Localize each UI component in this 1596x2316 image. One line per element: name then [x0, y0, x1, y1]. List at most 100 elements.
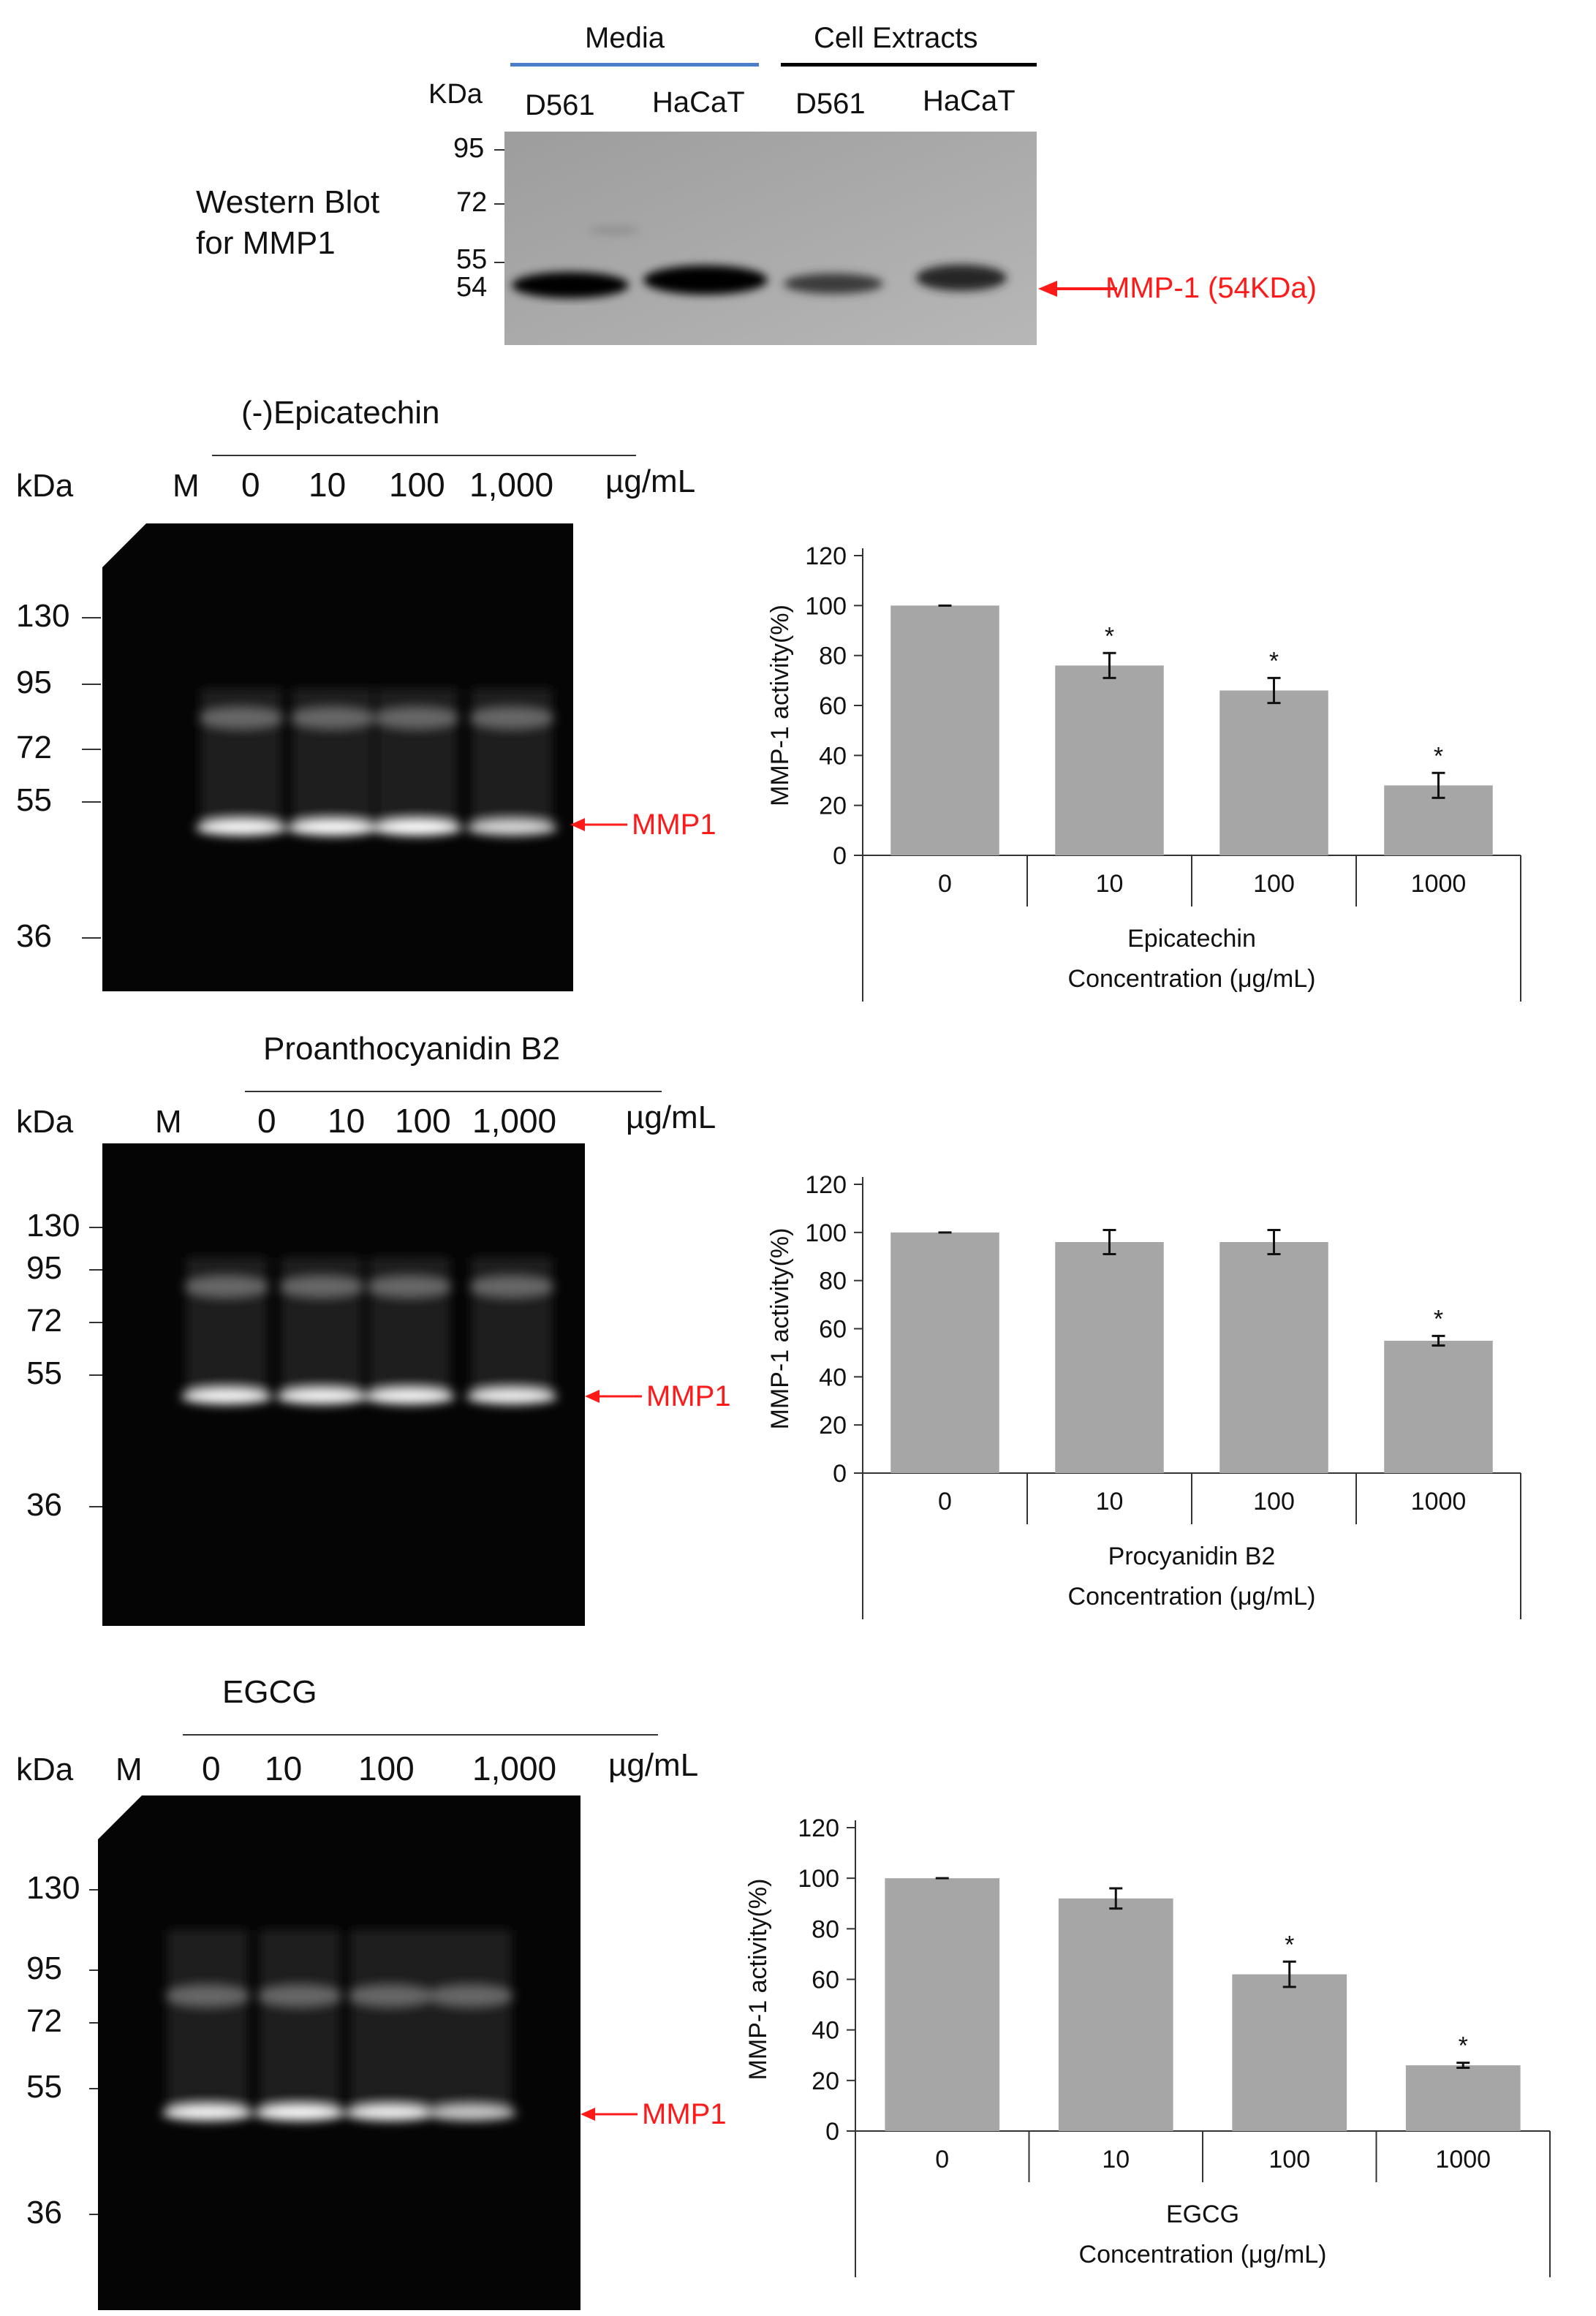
gel-smear [350, 1930, 431, 2105]
marker-tick [89, 1269, 108, 1271]
lane-label: HaCaT [923, 85, 1016, 117]
western-title-line2: for MMP1 [196, 225, 336, 261]
significance-mark: * [1105, 622, 1114, 650]
y-tick-label: 0 [833, 842, 847, 870]
lane-label: 0 [202, 1749, 221, 1787]
marker-label: 55 [16, 782, 52, 818]
x-tick-label: 0 [938, 1488, 952, 1515]
significance-mark: * [1269, 647, 1279, 675]
marker-label: 130 [26, 1208, 80, 1244]
gel-upper-band [374, 708, 459, 728]
treatment-label: Proanthocyanidin B2 [263, 1031, 561, 1067]
marker-label: 130 [16, 598, 70, 634]
unit-label: µg/mL [605, 463, 696, 499]
marker-label: 54 [456, 272, 488, 303]
x-tick-label: 10 [1096, 1488, 1124, 1515]
marker-tick [89, 1506, 108, 1507]
y-axis-label: MMP-1 activity(%) [744, 1879, 772, 2081]
gel-arrow-label: MMP1 [642, 2098, 727, 2130]
lane-label: 100 [395, 1102, 451, 1140]
bar [1384, 1340, 1493, 1473]
marker-label: 55 [26, 1355, 62, 1391]
marker-label: 36 [26, 2195, 62, 2230]
gel-mmp1-band [426, 2105, 516, 2121]
gel-upper-band [348, 1986, 433, 2006]
y-tick-label: 80 [812, 1915, 839, 1943]
marker-tick [82, 749, 101, 750]
marker-tick [89, 1322, 108, 1323]
gel-upper-band [184, 1276, 269, 1297]
gel-mmp1-band [466, 1388, 557, 1404]
marker-label: 95 [26, 1950, 62, 1986]
y-tick-label: 120 [805, 1171, 847, 1199]
lane-label: 100 [389, 466, 445, 504]
marker-tick [82, 684, 101, 685]
bar [885, 1878, 1000, 2131]
gel-mmp1-band [162, 2105, 253, 2121]
unit-label: µg/mL [608, 1747, 699, 1783]
blot-faint [589, 226, 640, 235]
kda-label: kDa [16, 468, 74, 504]
marker-label: 72 [16, 730, 52, 765]
treatment-label: (-)Epicatechin [241, 395, 440, 431]
group-line-cell-extracts [781, 63, 1037, 67]
gel-image [98, 1795, 580, 2310]
group-line-media [510, 63, 759, 67]
bar-chart: 0 20 40 60 80 100 120 0 10 100 * 1000 Procyanidin B2… [766, 1171, 1521, 1619]
bar [890, 1232, 999, 1473]
lane-label: HaCaT [652, 86, 745, 118]
lane-label: D561 [525, 89, 595, 121]
blot-band [784, 273, 883, 294]
marker-tick [82, 801, 101, 803]
marker-label: 95 [453, 133, 485, 164]
lane-label: 1,000 [472, 1749, 557, 1787]
marker-label: 72 [26, 2003, 62, 2039]
x-tick-label: 1000 [1411, 870, 1467, 898]
marker-label: 130 [26, 1870, 80, 1906]
y-tick-label: 40 [819, 742, 847, 770]
western-arrow-label: MMP-1 (54KDa) [1105, 272, 1317, 304]
x-tick-label: 1000 [1435, 2146, 1491, 2173]
gel-mmp1-band [466, 820, 557, 836]
bar [1232, 1974, 1347, 2131]
group-label-media: Media [585, 22, 665, 54]
lane-label: 10 [328, 1102, 366, 1140]
gel-image [102, 523, 573, 991]
lane-label: D561 [795, 88, 866, 120]
marker-lane-label: M [173, 468, 200, 504]
lane-label: 0 [257, 1102, 276, 1140]
western-blot-image [504, 132, 1037, 345]
marker-label: 36 [16, 918, 52, 954]
bar [1055, 665, 1164, 855]
gel-upper-band [279, 1276, 364, 1297]
marker-tick [82, 937, 101, 939]
y-tick-label: 80 [819, 1268, 847, 1295]
lane-label: 0 [241, 466, 260, 504]
marker-label: 72 [456, 187, 488, 218]
blot-band [512, 272, 629, 298]
y-axis-label: MMP-1 activity(%) [766, 1228, 794, 1430]
western-title-line1: Western Blot [196, 184, 380, 220]
x-tick-label: 0 [935, 2146, 949, 2173]
gel-upper-band [469, 708, 554, 728]
gel-corner-cut [102, 523, 146, 567]
marker-label: 55 [26, 2069, 62, 2105]
marker-tick [89, 1227, 108, 1228]
x-tick-label: 100 [1253, 1488, 1295, 1515]
y-tick-label: 120 [798, 1814, 839, 1842]
x-axis-label: Procyanidin B2 [1108, 1543, 1276, 1570]
gel-mmp1-band [196, 820, 287, 836]
y-tick-label: 100 [798, 1865, 839, 1893]
gel-upper-band [428, 1986, 513, 2006]
y-tick-label: 60 [819, 692, 847, 720]
y-tick-label: 20 [819, 792, 847, 820]
gel-upper-band [290, 708, 375, 728]
y-tick-label: 120 [805, 542, 847, 570]
y-tick-label: 60 [819, 1316, 847, 1344]
treatment-label: EGCG [222, 1674, 317, 1710]
gel-mmp1-band [345, 2105, 436, 2121]
gel-smear [431, 1930, 511, 2105]
lane-label: 10 [265, 1749, 303, 1787]
gel-mmp1-band [371, 820, 462, 836]
kda-label: kDa [16, 1104, 74, 1140]
